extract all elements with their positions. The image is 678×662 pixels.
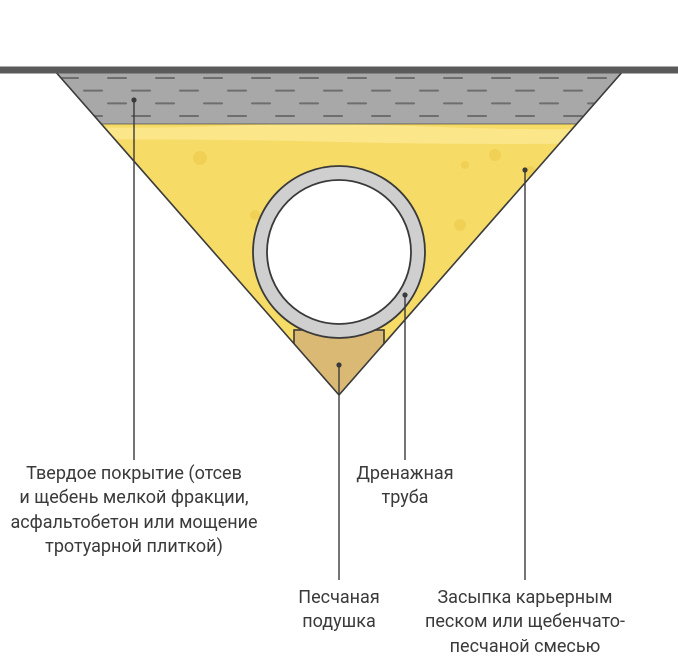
label-pavement: Твердое покрытие (отсев и щебень мелкой … (0, 462, 274, 559)
label-sand-fill: Засыпка карьерным песком или щебенчато- … (395, 586, 655, 659)
diagram-svg (0, 0, 678, 662)
label-pipe: Дренажная труба (315, 462, 495, 511)
